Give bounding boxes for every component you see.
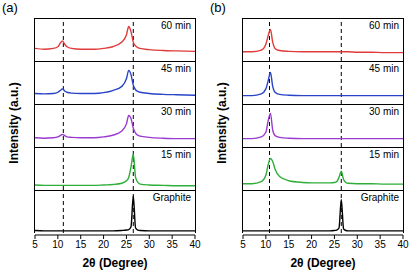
svg-text:20: 20 [306, 239, 318, 250]
html-text:60 min: 60 min [161, 20, 191, 31]
html-text:15 min: 15 min [161, 149, 191, 160]
svg-text:20: 20 [98, 239, 110, 250]
svg-text:5: 5 [32, 239, 38, 250]
html-text:60 min: 60 min [369, 20, 399, 31]
svg-text:30: 30 [352, 239, 364, 250]
svg-text:15: 15 [75, 239, 87, 250]
html-text:2θ (Degree): 2θ (Degree) [82, 256, 148, 270]
html-text:Graphite: Graphite [360, 192, 399, 203]
svg-text:40: 40 [397, 239, 405, 250]
svg-text:40: 40 [189, 239, 201, 250]
html-text:Intensity (a.u.): Intensity (a.u.) [215, 82, 229, 164]
html-text:45 min: 45 min [369, 63, 399, 74]
svg-text:35: 35 [167, 239, 179, 250]
svg-text:25: 25 [121, 239, 133, 250]
svg-text:30: 30 [144, 239, 156, 250]
svg-text:10: 10 [260, 239, 272, 250]
html-text:45 min: 45 min [161, 63, 191, 74]
html-text:(a): (a) [2, 0, 18, 15]
svg-text:25: 25 [329, 239, 341, 250]
html-text:30 min: 30 min [161, 106, 191, 117]
html-text:2θ (Degree): 2θ (Degree) [290, 256, 356, 270]
html-text:(b): (b) [210, 0, 226, 15]
svg-text:10: 10 [52, 239, 64, 250]
svg-text:5: 5 [240, 239, 246, 250]
html-text:Intensity (a.u.): Intensity (a.u.) [7, 82, 21, 164]
html-text:Graphite: Graphite [152, 192, 191, 203]
html-text:15 min: 15 min [369, 149, 399, 160]
svg-text:15: 15 [283, 239, 295, 250]
html-text:30 min: 30 min [369, 106, 399, 117]
svg-text:35: 35 [375, 239, 387, 250]
